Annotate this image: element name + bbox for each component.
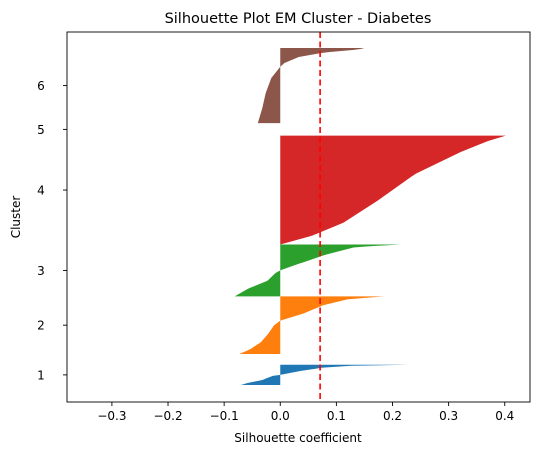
y-tick-label: 3 [37, 264, 45, 278]
x-tick-label: 0.1 [327, 409, 346, 423]
y-tick-label: 5 [37, 123, 45, 137]
chart-title: Silhouette Plot EM Cluster - Diabetes [165, 11, 432, 27]
cluster-2-silhouette [239, 296, 385, 354]
x-axis: −0.3 −0.2 −0.1 0.0 0.1 0.2 0.3 0.4 [97, 402, 514, 423]
x-tick-label: 0.2 [383, 409, 402, 423]
x-tick-label: 0.3 [439, 409, 458, 423]
y-tick-label: 4 [37, 184, 45, 198]
y-tick-label: 6 [37, 79, 45, 93]
y-tick-label: 1 [37, 368, 45, 382]
plot-frame [66, 31, 531, 403]
silhouette-bars [234, 48, 506, 385]
x-tick-label: 0.4 [495, 409, 514, 423]
cluster-1-silhouette [240, 364, 410, 385]
x-axis-label: Silhouette coefficient [234, 431, 362, 445]
x-tick-label: −0.3 [97, 409, 126, 423]
cluster-6-silhouette [257, 48, 365, 124]
x-tick-label: 0.0 [271, 409, 290, 423]
y-tick-label: 2 [37, 319, 45, 333]
cluster-4-silhouette [280, 135, 506, 245]
y-axis-label: Cluster [9, 196, 23, 239]
y-axis: 1 2 3 4 5 6 [37, 79, 67, 382]
x-tick-label: −0.2 [153, 409, 182, 423]
cluster-3-silhouette [234, 244, 401, 297]
x-tick-label: −0.1 [210, 409, 239, 423]
